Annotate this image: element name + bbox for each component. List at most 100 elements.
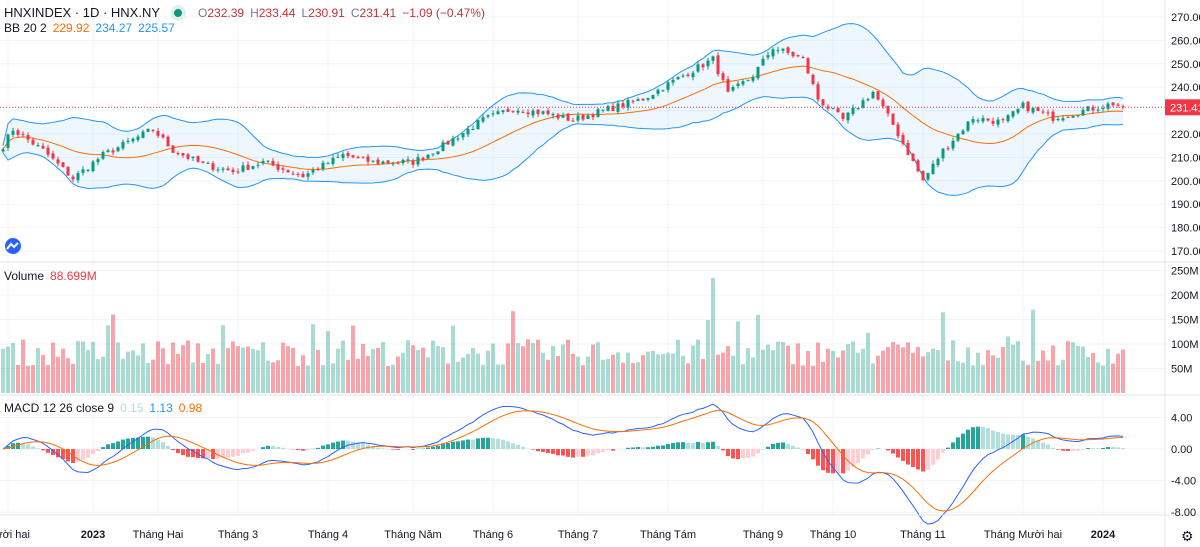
volume-bar (56, 356, 60, 393)
volume-bar (466, 353, 470, 393)
time-axis-label: Tháng Hai (133, 529, 184, 541)
volume-bar (346, 359, 350, 393)
volume-bar (436, 346, 440, 393)
candle-body (886, 105, 890, 114)
candle-body (806, 58, 810, 74)
volume-bar (716, 354, 720, 393)
volume-bar (1121, 349, 1125, 393)
volume-bar (971, 365, 975, 393)
volume-bar (6, 346, 10, 393)
macd-histogram-bar (966, 429, 970, 449)
candle-body (576, 115, 580, 121)
candle-body (946, 148, 950, 150)
volume-bar (201, 363, 205, 393)
macd-histogram-bar (1071, 449, 1075, 452)
volume-bar (941, 312, 945, 393)
volume-bar (441, 347, 445, 393)
bb-legend[interactable]: BB 20 2 229.92 234.27 225.57 (4, 21, 175, 35)
macd-histogram-bar (641, 447, 645, 449)
candle-body (891, 113, 895, 125)
macd-histogram-bar (976, 426, 980, 449)
macd-histogram-bar (521, 446, 525, 449)
candle-body (981, 118, 985, 122)
volume-value: 88.699M (50, 269, 97, 283)
candle-body (661, 90, 665, 92)
time-axis-label: Tháng 3 (218, 529, 258, 541)
macd-histogram-bar (1111, 447, 1115, 449)
candle-body (201, 161, 205, 163)
candle-body (181, 153, 185, 156)
volume-bar (986, 350, 990, 393)
macd-histogram-bar (41, 449, 45, 451)
macd-histogram-bar (241, 449, 245, 454)
volume-bar (981, 364, 985, 393)
volume-bar (446, 363, 450, 393)
candle-body (611, 105, 615, 112)
macd-axis-label: -8.00 (1171, 507, 1196, 519)
candle-body (291, 173, 295, 175)
volume-bar (556, 355, 560, 393)
candle-body (241, 165, 245, 172)
candle-body (436, 151, 440, 155)
candle-body (366, 156, 370, 162)
time-axis-label: Mười hai (0, 529, 30, 541)
candle-body (451, 138, 455, 146)
volume-bar (791, 364, 795, 393)
volume-bar (471, 348, 475, 393)
macd-legend[interactable]: MACD 12 26 close 9 0.15 1.13 0.98 (4, 401, 202, 415)
macd-histogram-bar (141, 436, 145, 449)
candle-body (926, 173, 930, 180)
candle-body (276, 164, 280, 170)
macd-histogram-bar (31, 446, 35, 449)
symbol-title[interactable]: HNXINDEX · 1D · HNX.NY (4, 5, 161, 20)
volume-bar (456, 361, 460, 393)
volume-bar (211, 348, 215, 393)
volume-bar (451, 325, 455, 393)
volume-legend[interactable]: Volume 88.699M (4, 269, 97, 283)
candle-body (776, 50, 780, 52)
macd-histogram-bar (516, 444, 520, 449)
settings-gear-icon[interactable]: ⚙ (1181, 528, 1194, 544)
candle-body (871, 91, 875, 99)
tradingview-logo-icon[interactable] (4, 238, 22, 254)
volume-bar (11, 343, 15, 393)
volume-bar (131, 350, 135, 393)
volume-bar (701, 359, 705, 393)
macd-histogram-bar (961, 433, 965, 449)
volume-bar (501, 364, 505, 393)
volume-axis-label: 50M (1171, 364, 1192, 376)
candle-body (511, 111, 515, 113)
candle-body (311, 170, 315, 173)
candle-body (156, 130, 160, 136)
market-status-icon[interactable] (174, 8, 183, 17)
macd-histogram-bar (91, 449, 95, 455)
candle-body (671, 79, 675, 83)
volume-bar (256, 350, 260, 393)
macd-histogram-bar (1031, 438, 1035, 449)
volume-bar (281, 342, 285, 393)
macd-histogram-bar (696, 442, 700, 449)
volume-bar (416, 350, 420, 393)
macd-histogram-bar (201, 449, 205, 459)
candle-body (1056, 119, 1060, 121)
price-axis-label: 170.00 (1171, 246, 1200, 258)
candle-body (441, 142, 445, 151)
last-price-label: 231.41 (1170, 102, 1200, 114)
macd-histogram-bar (431, 446, 435, 449)
candle-body (426, 154, 430, 159)
macd-histogram-bar (1016, 434, 1020, 449)
candle-body (851, 107, 855, 114)
candle-body (896, 124, 900, 137)
volume-bar (141, 343, 145, 393)
volume-bar (361, 343, 365, 393)
volume-bar (866, 332, 870, 393)
volume-bar (391, 364, 395, 393)
candle-body (246, 164, 250, 170)
volume-bar (571, 353, 575, 393)
macd-histogram-bar (1021, 434, 1025, 449)
candle-body (41, 145, 45, 149)
volume-bar (696, 339, 700, 393)
candle-body (1021, 102, 1025, 108)
macd-line (2, 403, 1124, 525)
